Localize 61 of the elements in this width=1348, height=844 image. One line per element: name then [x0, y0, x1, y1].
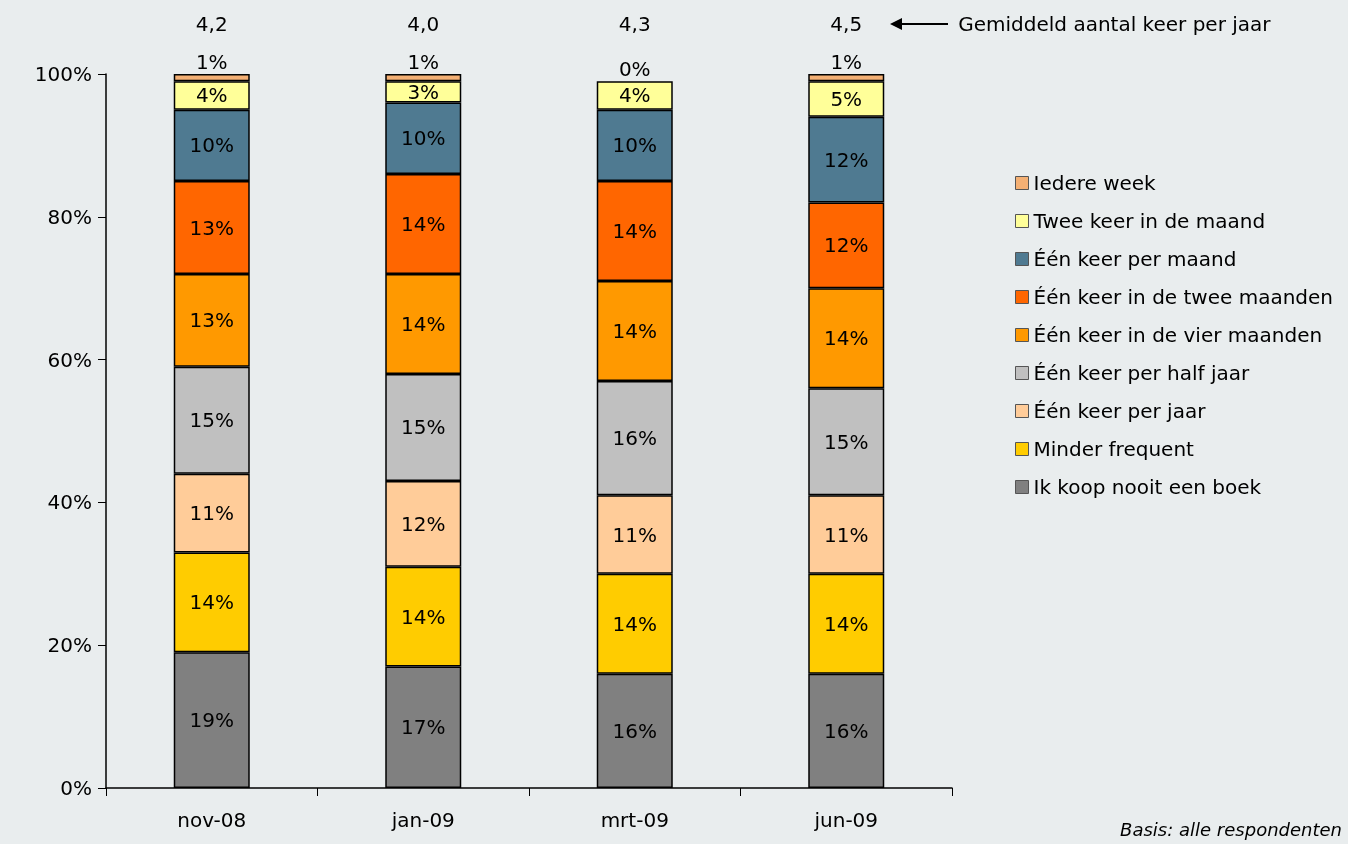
legend-label: Iedere week [1033, 171, 1157, 195]
data-label: 0% [618, 57, 651, 82]
data-label: 10% [401, 126, 446, 151]
legend-label: Één keer per jaar [1033, 399, 1207, 423]
legend-label: Één keer in de twee maanden [1033, 285, 1334, 309]
data-label: 4% [618, 83, 651, 108]
data-label: 11% [824, 522, 869, 547]
data-label: 5% [830, 86, 863, 111]
legend-label: Ik koop nooit een boek [1033, 475, 1262, 499]
x-tick-label: jan-09 [390, 808, 455, 832]
data-label: 14% [612, 319, 657, 344]
y-tick-label: 20% [47, 633, 92, 658]
text: 4,0 [407, 12, 440, 36]
data-label: 1% [195, 50, 228, 74]
data-label: 4% [195, 83, 228, 108]
data-label: 16% [612, 718, 657, 743]
data-label: 1% [407, 50, 440, 74]
data-label: 15% [189, 408, 234, 433]
legend-label: Één keer per maand [1033, 247, 1237, 271]
data-label: 19% [189, 708, 234, 733]
data-label: 12% [401, 511, 446, 536]
data-label: 14% [401, 311, 446, 336]
y-tick-label: 40% [47, 490, 92, 515]
text: 4,3 [618, 12, 651, 36]
data-label: 14% [612, 611, 657, 636]
data-label: 1% [830, 50, 863, 74]
legend-label: Minder frequent [1033, 437, 1195, 461]
legend-label: Één keer in de vier maanden [1033, 323, 1323, 347]
data-label: 12% [824, 233, 869, 258]
data-label: 3% [407, 79, 440, 104]
x-tick-label: jun-09 [813, 808, 879, 832]
text: 4,2 [195, 12, 228, 36]
data-label: 17% [401, 715, 446, 740]
data-label: 13% [189, 215, 234, 240]
data-label: 14% [189, 590, 234, 615]
data-label: 15% [401, 415, 446, 440]
data-label: 13% [189, 308, 234, 333]
data-label: 11% [189, 501, 234, 526]
data-label: 16% [612, 426, 657, 451]
data-label: 10% [612, 133, 657, 158]
x-tick-label: nov-08 [177, 808, 247, 832]
text: Basis: alle respondenten [1120, 818, 1343, 840]
legend-label: Één keer per half jaar [1033, 361, 1251, 385]
data-label: 15% [824, 429, 869, 454]
data-label: 16% [824, 718, 869, 743]
data-label: 14% [401, 211, 446, 236]
data-label: 12% [824, 147, 869, 172]
data-label: 14% [824, 611, 869, 636]
data-label: 11% [612, 522, 657, 547]
legend-label: Twee keer in de maand [1032, 209, 1266, 233]
y-tick-label: 60% [47, 347, 92, 372]
x-tick-label: mrt-09 [600, 808, 669, 832]
data-label: 10% [189, 133, 234, 158]
data-label: 14% [401, 604, 446, 629]
y-tick-label: 0% [60, 776, 92, 800]
text: Gemiddeld aantal keer per jaar [958, 12, 1272, 36]
y-tick-label: 80% [47, 204, 92, 229]
data-label: 14% [612, 219, 657, 244]
y-tick-label: 100% [34, 62, 92, 86]
data-label: 14% [824, 326, 869, 351]
text: 4,5 [830, 12, 863, 36]
